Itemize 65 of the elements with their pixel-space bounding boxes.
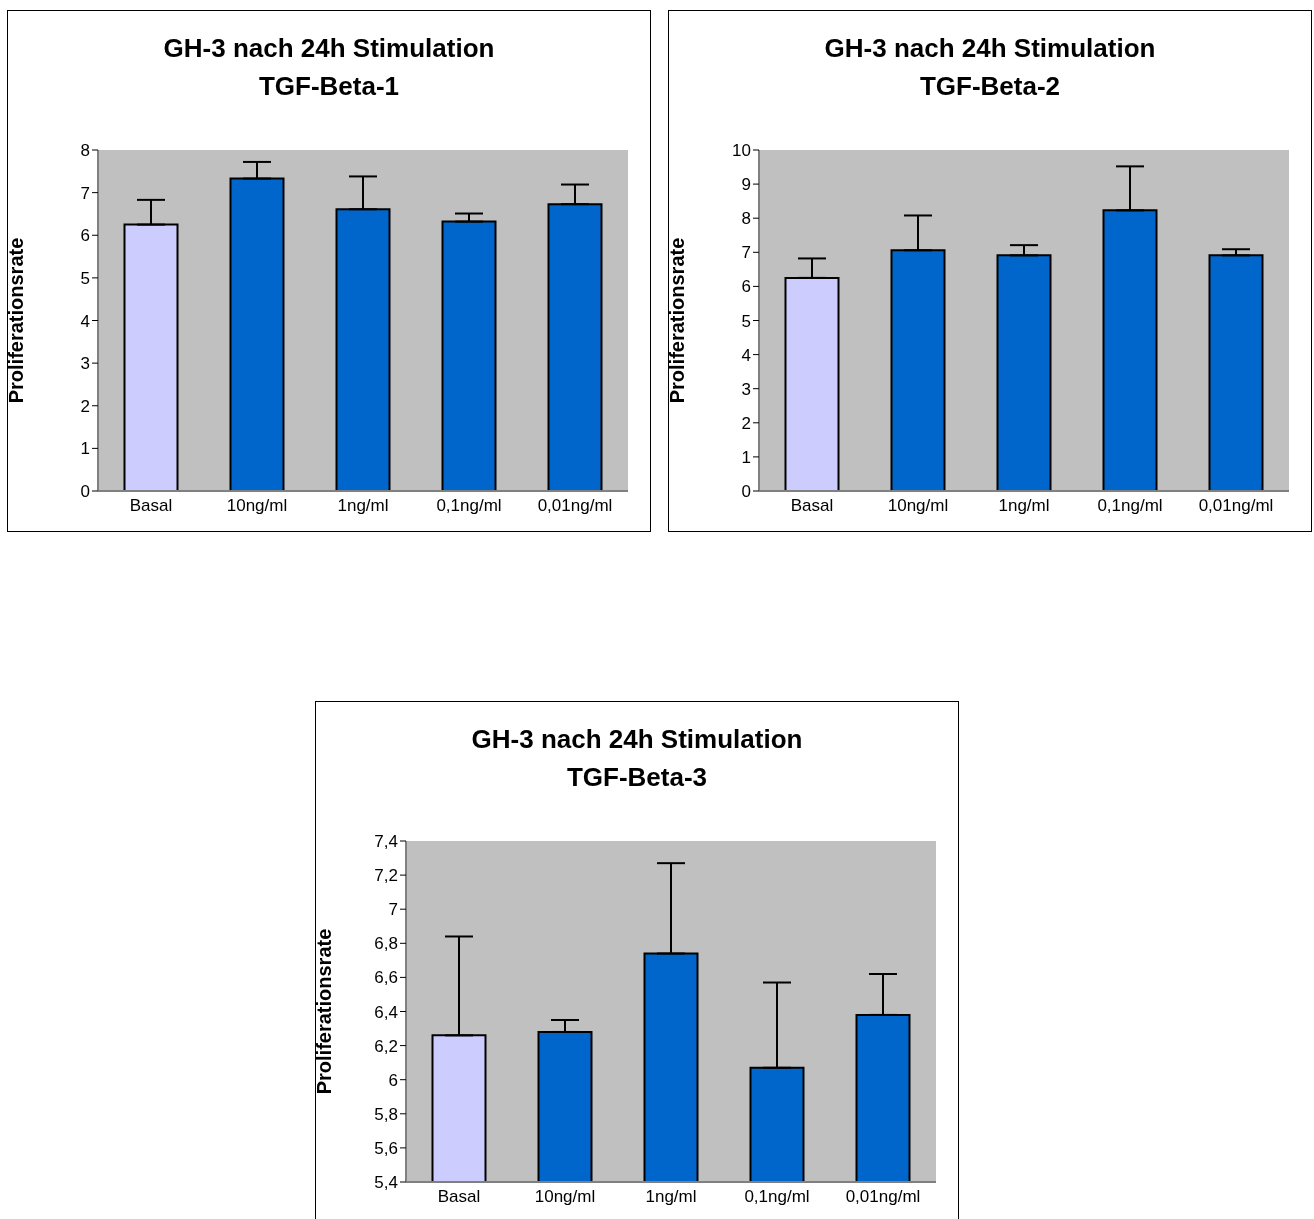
y-axis-title: Proliferationsrate	[666, 237, 689, 404]
y-tick-label: 1	[741, 447, 751, 467]
y-tick-label: 0	[80, 482, 90, 502]
x-tick-label: 0,1ng/ml	[744, 1187, 810, 1207]
y-tick-label: 1	[80, 439, 90, 459]
y-tick-label: 7	[80, 183, 90, 203]
y-tick-label: 6,8	[374, 934, 398, 954]
y-tick-label: 8	[80, 141, 90, 161]
y-tick-label: 6	[741, 277, 751, 297]
y-tick-label: 7,2	[374, 866, 398, 886]
bar	[441, 220, 497, 491]
x-tick-label: Basal	[129, 496, 173, 516]
y-tick-label: 6,2	[374, 1036, 398, 1056]
y-axis-title: Proliferationsrate	[313, 928, 336, 1095]
x-tick-label: 1ng/ml	[337, 496, 389, 516]
bar	[123, 223, 179, 491]
y-tick-label: 6,4	[374, 1002, 398, 1022]
x-tick-label: 1ng/ml	[998, 496, 1050, 516]
bar	[1102, 209, 1158, 491]
x-tick-label: Basal	[790, 496, 834, 516]
x-tick-label: 10ng/ml	[226, 496, 288, 516]
y-tick-label: 7	[388, 900, 398, 920]
y-tick-label: 6	[80, 226, 90, 246]
y-tick-label: 5,8	[374, 1104, 398, 1124]
x-tick-label: 10ng/ml	[534, 1187, 596, 1207]
x-tick-label: 0,01ng/ml	[845, 1187, 921, 1207]
x-tick-label: 0,1ng/ml	[436, 496, 502, 516]
chart-subtitle: TGF-Beta-3	[565, 761, 709, 794]
y-tick-label: 3	[80, 354, 90, 374]
x-tick-label: 1ng/ml	[645, 1187, 697, 1207]
y-axis-title: Proliferationsrate	[5, 237, 28, 404]
chart-title: GH-3 nach 24h Stimulation	[162, 32, 496, 65]
y-tick-label: 8	[741, 209, 751, 229]
y-tick-label: 4	[741, 345, 751, 365]
x-tick-label: 0,01ng/ml	[1198, 496, 1274, 516]
x-tick-label: 0,01ng/ml	[537, 496, 613, 516]
y-tick-label: 10	[732, 141, 751, 161]
bar	[996, 254, 1052, 491]
y-tick-label: 7,4	[374, 832, 398, 852]
chart-title: GH-3 nach 24h Stimulation	[823, 32, 1157, 65]
bar	[547, 203, 603, 491]
x-tick-label: 0,1ng/ml	[1097, 496, 1163, 516]
bar	[1208, 254, 1264, 491]
y-tick-label: 6,6	[374, 968, 398, 988]
y-tick-label: 2	[80, 396, 90, 416]
chart-subtitle: TGF-Beta-1	[257, 70, 401, 103]
y-tick-label: 5	[741, 311, 751, 331]
y-tick-label: 3	[741, 379, 751, 399]
bar	[229, 177, 285, 491]
y-tick-label: 9	[741, 175, 751, 195]
y-tick-label: 4	[80, 311, 90, 331]
y-tick-label: 5,4	[374, 1173, 398, 1193]
chart-title: GH-3 nach 24h Stimulation	[470, 723, 804, 756]
chart-subtitle: TGF-Beta-2	[918, 70, 1062, 103]
y-tick-label: 7	[741, 243, 751, 263]
bar	[784, 276, 840, 491]
bar	[335, 208, 391, 491]
y-tick-label: 5	[80, 268, 90, 288]
y-tick-label: 6	[388, 1070, 398, 1090]
y-tick-label: 5,6	[374, 1138, 398, 1158]
y-tick-label: 2	[741, 413, 751, 433]
bar	[890, 249, 946, 491]
x-tick-label: 10ng/ml	[887, 496, 949, 516]
y-tick-label: 0	[741, 482, 751, 502]
x-tick-label: Basal	[437, 1187, 481, 1207]
